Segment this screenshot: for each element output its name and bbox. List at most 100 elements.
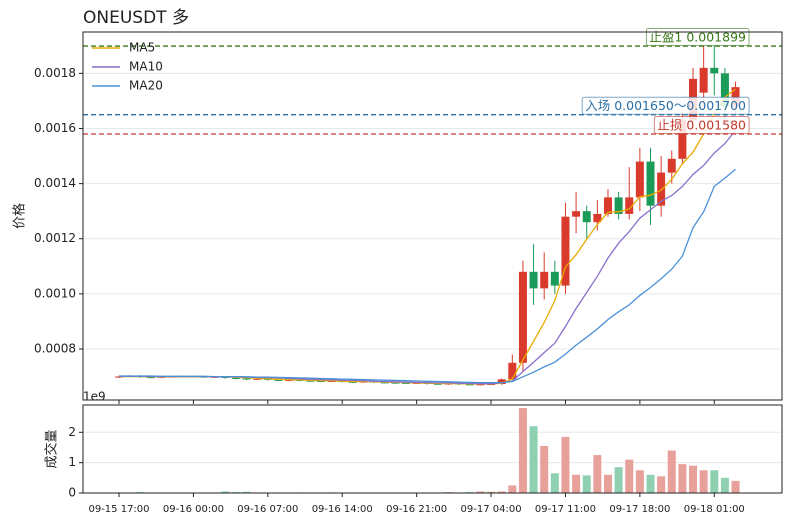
- volume-bar: [689, 465, 698, 493]
- candle-body: [497, 379, 506, 385]
- candle-body: [540, 271, 549, 289]
- volume-bar: [614, 467, 623, 493]
- volume-bar: [699, 470, 708, 493]
- x-tick-label: 09-16 00:00: [163, 504, 224, 515]
- x-tick-label: 09-18 01:00: [684, 504, 745, 515]
- volume-bar: [720, 477, 729, 493]
- y-tick-label: 1: [68, 455, 76, 469]
- level-label-group: 止盈1 0.001899: [645, 28, 750, 47]
- volume-offset-label: 1e9: [83, 390, 106, 404]
- candle-body: [635, 161, 644, 198]
- level-label-box: [653, 115, 750, 134]
- candle-body: [274, 379, 283, 381]
- candle-body: [231, 377, 240, 379]
- candle-body: [572, 211, 581, 217]
- y-tick-label: 0.0012: [34, 231, 76, 245]
- y-tick-label: 0.0016: [34, 121, 76, 135]
- volume-bar: [242, 491, 251, 493]
- level-label: 止盈1 0.001899: [649, 30, 746, 45]
- candle-body: [710, 67, 719, 74]
- volume-bar: [540, 445, 549, 493]
- candle-body: [508, 362, 517, 380]
- candle-body: [380, 382, 389, 384]
- level-label-group: 止损 0.001580: [653, 115, 750, 134]
- candle-body: [146, 377, 155, 379]
- candle-body: [614, 197, 623, 214]
- y-tick-label: 0.0018: [34, 66, 76, 80]
- candle-body: [285, 379, 294, 381]
- x-tick-label: 09-17 18:00: [609, 504, 670, 515]
- volume-bar: [497, 491, 506, 493]
- candle-body: [561, 216, 570, 286]
- candle-body: [316, 380, 325, 382]
- candle-body: [391, 382, 400, 384]
- volume-bar: [508, 485, 517, 493]
- y-tick-label: 0.0008: [34, 342, 76, 356]
- y-axis-label: 价格: [12, 203, 28, 229]
- volume-bar: [667, 450, 676, 493]
- level-label-box: [645, 28, 750, 47]
- candle-body: [720, 73, 729, 107]
- candle-body: [327, 380, 336, 382]
- candle-body: [646, 161, 655, 206]
- volume-axis-label: 成交量: [44, 429, 60, 468]
- volume-bar: [582, 475, 591, 493]
- candle-body: [582, 211, 591, 223]
- volume-bar: [731, 480, 740, 493]
- candle-body: [348, 381, 357, 383]
- candle-body: [550, 271, 559, 286]
- legend-label: MA20: [129, 79, 163, 93]
- candle-body: [433, 383, 442, 385]
- x-tick-label: 09-16 21:00: [386, 504, 447, 515]
- volume-bar: [572, 474, 581, 493]
- level-label: 止损 0.001580: [657, 117, 746, 132]
- volume-bar: [221, 491, 230, 493]
- level-label-box: [581, 96, 750, 115]
- legend-label: MA10: [129, 60, 163, 74]
- volume-bar: [603, 474, 612, 493]
- volume-bar: [593, 455, 602, 493]
- volume-bar: [710, 470, 719, 493]
- candle-body: [465, 384, 474, 386]
- plot-frame: [82, 31, 783, 401]
- x-tick-label: 09-17 04:00: [461, 504, 522, 515]
- volume-bar: [518, 408, 527, 493]
- candle-body: [306, 380, 315, 382]
- y-tick-label: 2: [68, 425, 76, 439]
- y-tick-label: 0: [68, 486, 76, 500]
- candle-body: [242, 378, 251, 380]
- volume-bar: [561, 436, 570, 493]
- chart-title: ONEUSDT 多: [83, 8, 189, 28]
- volume-bar: [635, 470, 644, 493]
- volume-bar: [476, 491, 485, 493]
- volume-bar: [487, 491, 496, 493]
- x-tick-label: 09-16 14:00: [312, 504, 373, 515]
- candle-body: [678, 120, 687, 159]
- candle-body: [529, 271, 538, 289]
- candle-body: [667, 158, 676, 173]
- level-label-group: 入场 0.001650～0.001700: [581, 96, 750, 115]
- candle-body: [603, 197, 612, 214]
- volume-bar: [550, 473, 559, 493]
- y-tick-label: 0.0010: [34, 286, 76, 300]
- candle-body: [253, 378, 262, 380]
- candle-body: [518, 271, 527, 363]
- candle-body: [699, 67, 708, 93]
- level-label: 入场 0.001650～0.001700: [585, 98, 746, 113]
- legend-label: MA5: [129, 41, 155, 55]
- y-tick-label: 0.0014: [34, 176, 76, 190]
- candle-body: [476, 384, 485, 386]
- x-tick-label: 09-17 11:00: [535, 504, 596, 515]
- volume-bar: [657, 476, 666, 493]
- volume-bar: [646, 474, 655, 493]
- x-tick-label: 09-16 07:00: [237, 504, 298, 515]
- volume-frame: [82, 404, 783, 494]
- x-tick-label: 09-15 17:00: [88, 504, 149, 515]
- candle-body: [210, 376, 219, 378]
- candle-body: [657, 172, 666, 206]
- candle-body: [593, 213, 602, 223]
- ma-line: [119, 88, 736, 385]
- volume-bar: [625, 459, 634, 493]
- ma-line: [119, 168, 736, 384]
